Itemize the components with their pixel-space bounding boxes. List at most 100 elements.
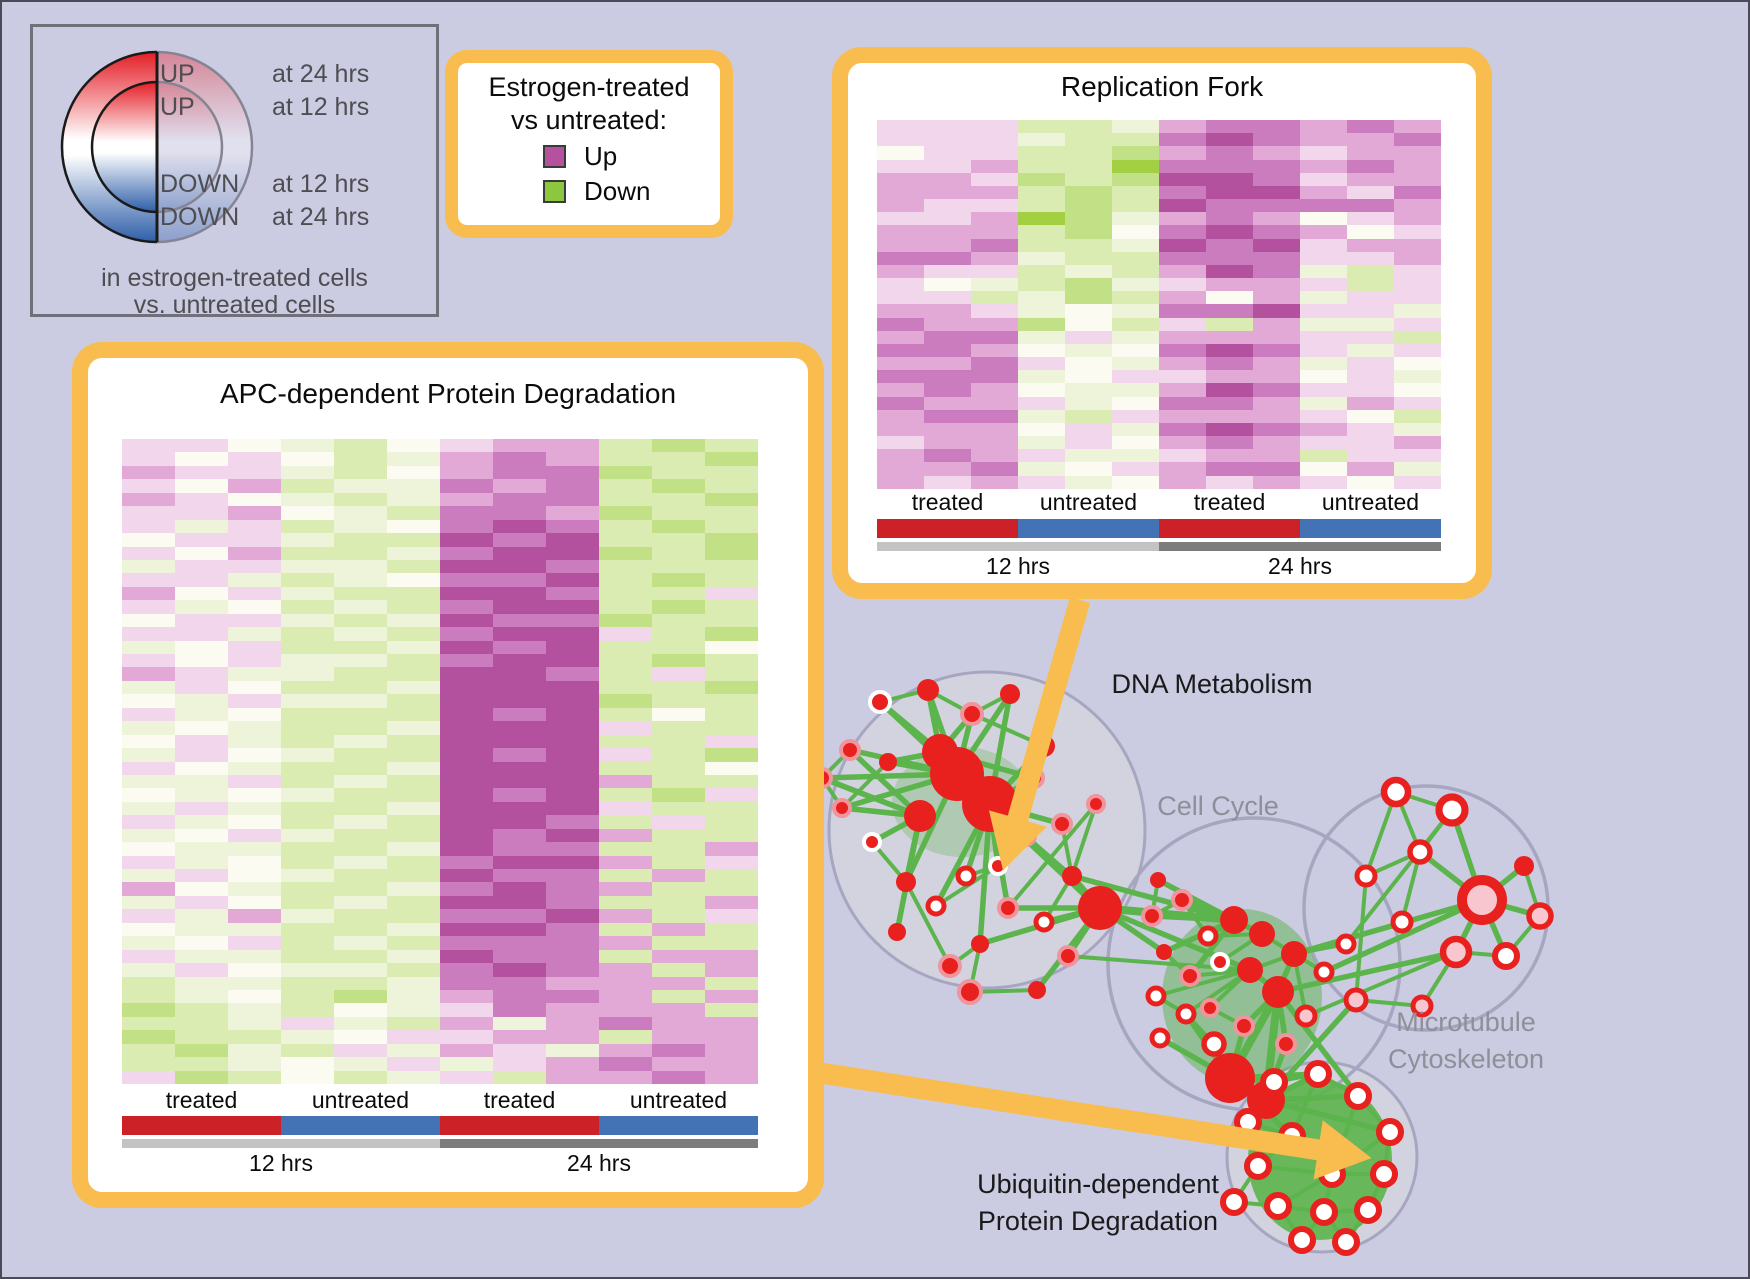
heatmap-row <box>877 449 1441 463</box>
heatmap-cell <box>1300 317 1347 331</box>
heatmap-cell <box>971 133 1018 147</box>
heatmap-cell <box>281 761 334 775</box>
heatmap-cell <box>1159 422 1206 437</box>
heatmap-cell <box>1018 172 1065 186</box>
heatmap-row <box>877 238 1441 252</box>
heatmap-cell <box>599 600 652 614</box>
heatmap-cell <box>387 519 440 534</box>
heatmap-row <box>877 462 1441 476</box>
heatmap-cell <box>122 909 175 923</box>
heatmap-cell <box>652 452 705 466</box>
heatmap-cell <box>652 694 705 708</box>
heatmap-cell <box>440 667 493 681</box>
heatmap-cell <box>1300 185 1347 200</box>
heatmap-cell <box>652 654 705 668</box>
heatmap-cell <box>1159 383 1206 397</box>
heatmap-cell <box>877 475 924 489</box>
heatmap-cell <box>228 828 281 843</box>
heatmap-cell <box>440 1070 493 1084</box>
condition-bar-segment <box>877 519 1018 538</box>
heatmap-cell <box>652 815 705 829</box>
heatmap-cell <box>334 439 387 453</box>
heatmap-cell <box>652 1043 705 1058</box>
condition-label: untreated <box>629 1087 728 1113</box>
network-node-gene <box>839 739 861 761</box>
heatmap-cell <box>599 1030 652 1044</box>
heatmap-row <box>122 586 758 601</box>
heatmap-cell <box>175 801 228 816</box>
heatmap-cell <box>705 909 758 923</box>
heatmap-cell <box>1018 251 1065 265</box>
heatmap-cell <box>599 519 652 534</box>
heatmap-cell <box>971 291 1018 305</box>
heatmap-cell <box>705 479 758 493</box>
heatmap-cell <box>228 815 281 829</box>
heatmap-cell <box>599 842 652 856</box>
cluster-label-ubiquitin-degradation: Ubiquitin-dependent Protein Degradation <box>798 1166 1398 1240</box>
heatmap-cell <box>1300 475 1347 489</box>
heatmap-cell <box>387 922 440 937</box>
heatmap-cell <box>1112 133 1159 147</box>
heatmap-cell <box>546 855 599 869</box>
heatmap-cell <box>1018 199 1065 213</box>
heatmap-cell <box>122 721 175 735</box>
heatmap-cell <box>334 989 387 1004</box>
heatmap-cell <box>228 801 281 816</box>
heatmap-cell <box>228 586 281 601</box>
heatmap-cell <box>546 465 599 480</box>
heatmap-cell <box>175 600 228 614</box>
cluster-label-line: Cell Cycle <box>1157 791 1279 821</box>
apc-condition-labels: treated untreated treated untreated <box>122 1087 758 1113</box>
heatmap-cell <box>1112 199 1159 213</box>
heatmap-cell <box>228 909 281 923</box>
heatmap-cell <box>1347 330 1394 344</box>
network-node-gene <box>1200 998 1220 1018</box>
heatmap-cell <box>705 627 758 641</box>
heatmap-cell <box>546 815 599 829</box>
heatmap-cell <box>334 506 387 520</box>
heatmap-cell <box>546 573 599 587</box>
heatmap-cell <box>1206 409 1253 423</box>
heatmap-cell <box>924 462 971 476</box>
connector-arrowhead <box>1313 1120 1372 1180</box>
time-label: at 12 hrs <box>272 93 370 121</box>
heatmap-cell <box>1300 409 1347 423</box>
heatmap-cell <box>334 922 387 937</box>
heatmap-cell <box>1018 449 1065 463</box>
heatmap-row <box>122 761 758 775</box>
heatmap-cell <box>387 573 440 587</box>
heatmap-cell <box>705 801 758 816</box>
time-label: 12 hrs <box>986 553 1050 579</box>
heatmap-cell <box>1206 304 1253 318</box>
heatmap-cell <box>1018 133 1065 147</box>
heatmap-cell <box>493 815 546 829</box>
heatmap-cell <box>546 640 599 654</box>
heatmap-cell <box>334 801 387 816</box>
heatmap-cell <box>1253 225 1300 239</box>
heatmap-cell <box>122 627 175 641</box>
heatmap-cell <box>546 533 599 547</box>
heatmap-cell <box>493 600 546 614</box>
heatmap-cell <box>1394 212 1441 226</box>
network-node-gene <box>1205 1053 1255 1103</box>
heatmap-cell <box>493 936 546 950</box>
connector-arrow-shaft <box>1003 597 1091 835</box>
heatmap-cell <box>122 788 175 802</box>
network-node-gene <box>1141 905 1163 927</box>
heatmap-cell <box>122 774 175 789</box>
heatmap-cell <box>1018 357 1065 371</box>
heatmap-cell <box>1065 185 1112 200</box>
heatmap-cell <box>175 573 228 587</box>
heatmap-cell <box>652 573 705 587</box>
heatmap-row <box>877 357 1441 371</box>
heatmap-cell <box>493 801 546 816</box>
network-node-gene <box>1201 1031 1227 1057</box>
heatmap-cell <box>122 1057 175 1071</box>
heatmap-cell <box>334 774 387 789</box>
heatmap-cell <box>877 462 924 476</box>
heatmap-cell <box>924 264 971 279</box>
heatmap-cell <box>1112 317 1159 331</box>
heatmap-cell <box>281 439 334 453</box>
heatmap-cell <box>652 667 705 681</box>
heatmap-cell <box>228 774 281 789</box>
